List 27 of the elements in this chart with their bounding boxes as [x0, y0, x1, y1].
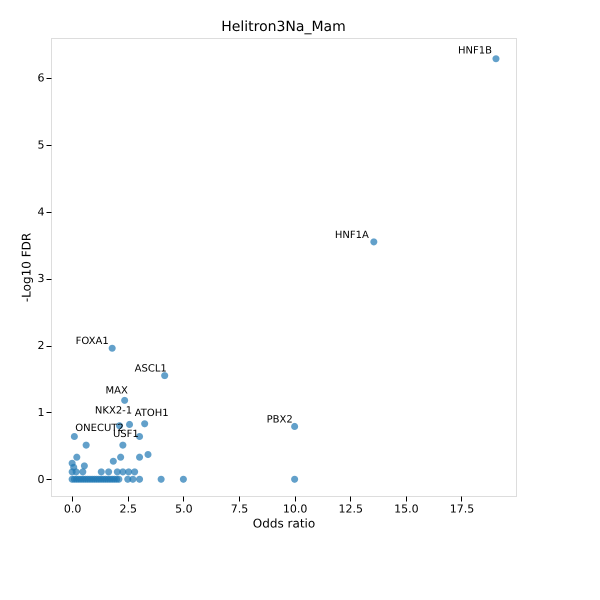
y-tick-label: 2 — [38, 339, 44, 352]
annotation: PBX2 — [266, 414, 293, 426]
annotation: ATOH1 — [134, 408, 169, 419]
x-tick-label: 12.5 — [338, 502, 363, 516]
x-tick-label: 5.0 — [175, 502, 193, 516]
y-tick-label: 1 — [38, 406, 44, 419]
x-axis-title: Odds ratio — [252, 516, 316, 530]
y-axis-title: -Log10 FDR — [20, 232, 34, 302]
y-tick-label: 4 — [38, 205, 44, 218]
y-tick-label: 0 — [38, 472, 44, 486]
annotation: HNF1B — [458, 46, 492, 57]
annotation: HNF1A — [334, 230, 369, 241]
x-tick-label: 10.0 — [282, 502, 308, 516]
annotation: FOXA1 — [76, 336, 109, 348]
chart-title: Helitron3Na_Mam — [221, 19, 346, 35]
x-tick-label: 2.5 — [120, 502, 138, 516]
y-tick-label: 6 — [38, 72, 44, 85]
annotation: MAX — [105, 385, 128, 396]
y-tick-label: 3 — [38, 272, 44, 286]
y-tick-label: 5 — [38, 138, 44, 152]
annotation: USF1 — [112, 429, 139, 440]
annotation: NKX2-1 — [94, 405, 132, 416]
x-tick-label: 15.0 — [394, 502, 419, 516]
annotation: ASCL1 — [134, 364, 167, 375]
x-tick-label: 7.5 — [230, 502, 248, 516]
x-tick-label: 0.0 — [64, 502, 82, 516]
x-tick-label: 17.5 — [450, 502, 474, 516]
